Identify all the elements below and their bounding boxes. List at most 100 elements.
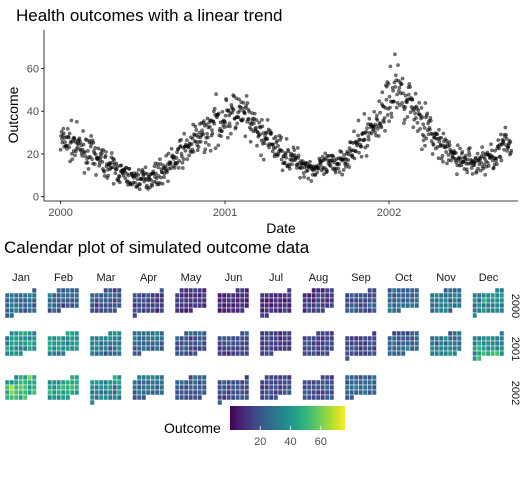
calendar-day-cell [221,302,227,309]
calendar-day-cell [31,307,37,314]
scatter-point [206,135,210,140]
calendar-day-cell [94,335,100,342]
scatter-point [227,121,232,126]
calendar-day-cell [268,350,274,357]
calendar-day-cell [235,345,241,352]
scatter-point [499,132,503,137]
calendar-day-cell [94,384,100,391]
scatter-point [160,181,165,186]
calendar-day-cell [4,297,10,304]
calendar-day-cell [145,330,151,337]
calendar-day-cell [239,292,245,299]
calendar-day-cell [60,297,66,304]
scatter-point [183,148,188,153]
calendar-day-cell [56,340,62,347]
calendar-day-cell [324,374,330,381]
calendar-day-cell [107,350,113,357]
calendar-day-cell [259,345,265,352]
calendar-day-cell [396,292,402,299]
calendar-month-labels: Jan Feb Mar Apr May Jun Jul Aug Sep Oct Nov Dec [12,272,499,284]
calendar-day-cell [387,340,393,347]
calendar-day-cell [65,394,71,401]
calendar-day-cell [358,297,364,304]
calendar-day-cell [98,394,104,401]
calendar-day-cell [69,384,75,391]
calendar-day-cell [9,297,15,304]
calendar-day-cell [396,345,402,352]
calendar-day-cell [452,302,458,309]
calendar-day-cell [136,379,142,386]
calendar-day-cell [320,345,326,352]
calendar-day-cell [405,302,411,309]
calendar-day-cell [235,389,241,396]
scatter-point [185,138,189,143]
calendar-day-cell [434,292,440,299]
calendar-day-cell [27,302,33,309]
calendar-day-cell [188,330,194,337]
scatter-point [280,168,285,173]
scatter-point [413,91,418,96]
calendar-day-cell [320,379,326,386]
scatter-point [202,119,206,123]
calendar-day-cell [159,340,165,347]
calendar-day-cell [31,287,37,294]
scatter-point [308,159,312,164]
scatter-point [205,131,209,136]
scatter-point [200,128,204,133]
scatter-point [187,153,191,158]
scatter-point [219,134,223,139]
calendar-day-cell [221,345,227,352]
calendar-day-cell [494,335,500,342]
scatter-point [356,118,361,123]
calendar-day-cell [414,292,420,299]
calendar-day-cell [217,399,223,406]
calendar-day-cell [159,330,165,337]
calendar-day-cell [132,379,138,386]
scatter-point [467,153,472,158]
scatter-point [498,155,503,159]
scatter-point [233,125,238,129]
scatter-point [220,129,224,133]
calendar-day-cell [136,374,142,381]
calendar-day-cell [116,384,122,391]
calendar-day-cell [235,379,241,386]
scatter-point [399,82,404,86]
calendar-day-cell [4,340,10,347]
scatter-point [389,115,394,119]
calendar-day-cell [197,384,203,391]
calendar-day-cell [353,335,359,342]
calendar-day-cell [65,330,71,337]
calendar-day-cell [141,340,147,347]
calendar-day-cell [116,389,122,396]
calendar-day-cell [387,350,393,357]
calendar-day-cell [353,389,359,396]
calendar-day-cell [141,345,147,352]
calendar-day-cell [132,312,138,319]
calendar-day-cell [103,394,109,401]
calendar-day-cell [273,345,279,352]
calendar-day-cell [56,384,62,391]
calendar-day-cell [315,297,321,304]
calendar-day-cell [277,297,283,304]
calendar-day-cell [268,307,274,314]
calendar-day-cell [18,292,24,299]
scatter-point [347,165,351,169]
calendar-day-cell [145,297,151,304]
scatter-point [154,171,158,176]
calendar-day-cell [273,374,279,381]
calendar-day-cell [136,302,142,309]
calendar-day-cell [103,297,109,304]
calendar-day-cell [485,340,491,347]
calendar-day-cell [264,345,270,352]
calendar-day-cell [141,307,147,314]
scatter-point [401,91,405,96]
calendar-day-cell [18,384,24,391]
calendar-day-cell [349,292,355,299]
calendar-day-cell [192,345,198,352]
calendar-day-cell [235,307,241,314]
calendar-day-cell [217,302,223,309]
calendar-day-cell [371,384,377,391]
scatter-point [384,84,389,89]
year-label: 2002 [509,381,521,405]
calendar-day-cell [362,379,368,386]
